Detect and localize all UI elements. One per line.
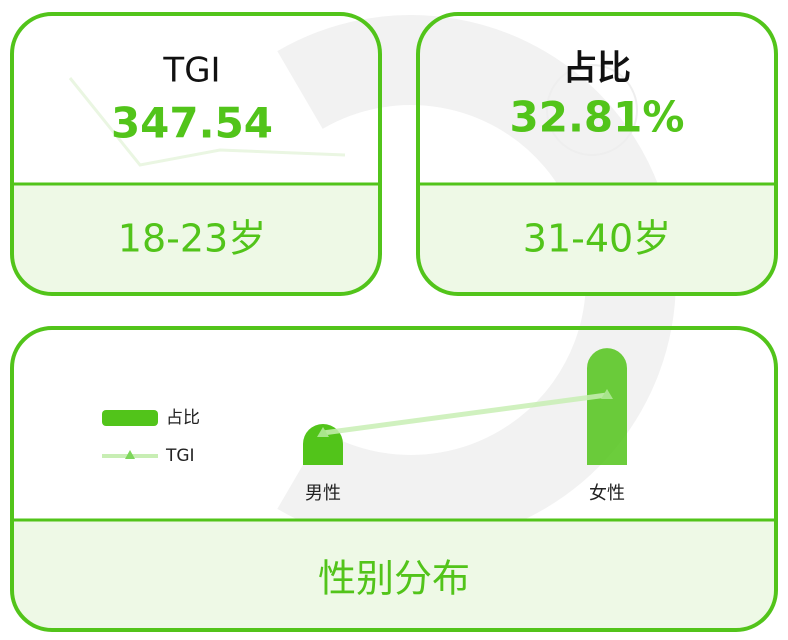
decor [546, 64, 638, 156]
card-title: 占比 [563, 49, 631, 89]
card-title: TGI [162, 51, 220, 91]
card [12, 520, 776, 630]
line-marker [317, 426, 329, 437]
card-border [10, 326, 778, 632]
x-tick-label: 男性 [305, 483, 341, 504]
line [322, 392, 608, 436]
card-value: 32.81% [510, 93, 685, 142]
legend-marker [125, 450, 135, 459]
legend-swatch [102, 410, 158, 426]
line-marker [601, 389, 613, 400]
card-footer [12, 184, 380, 294]
card [12, 77, 380, 294]
card-label: 18-23岁 [118, 217, 266, 261]
card [418, 64, 776, 294]
card-footer [12, 520, 776, 630]
legend-label: TGI [165, 446, 195, 466]
card-label: 31-40岁 [523, 217, 671, 261]
bar [303, 423, 343, 465]
card-border [416, 12, 778, 296]
chart-title: 性别分布 [318, 557, 470, 601]
decor [68, 77, 346, 167]
x-tick-label: 女性 [589, 483, 625, 504]
chart: 占比 TGI 男性 女性 [102, 348, 627, 504]
card-value: 347.54 [111, 99, 273, 148]
bar [587, 348, 627, 465]
card-footer [418, 184, 776, 294]
legend-label: 占比 [166, 408, 200, 428]
card-border [10, 12, 382, 296]
